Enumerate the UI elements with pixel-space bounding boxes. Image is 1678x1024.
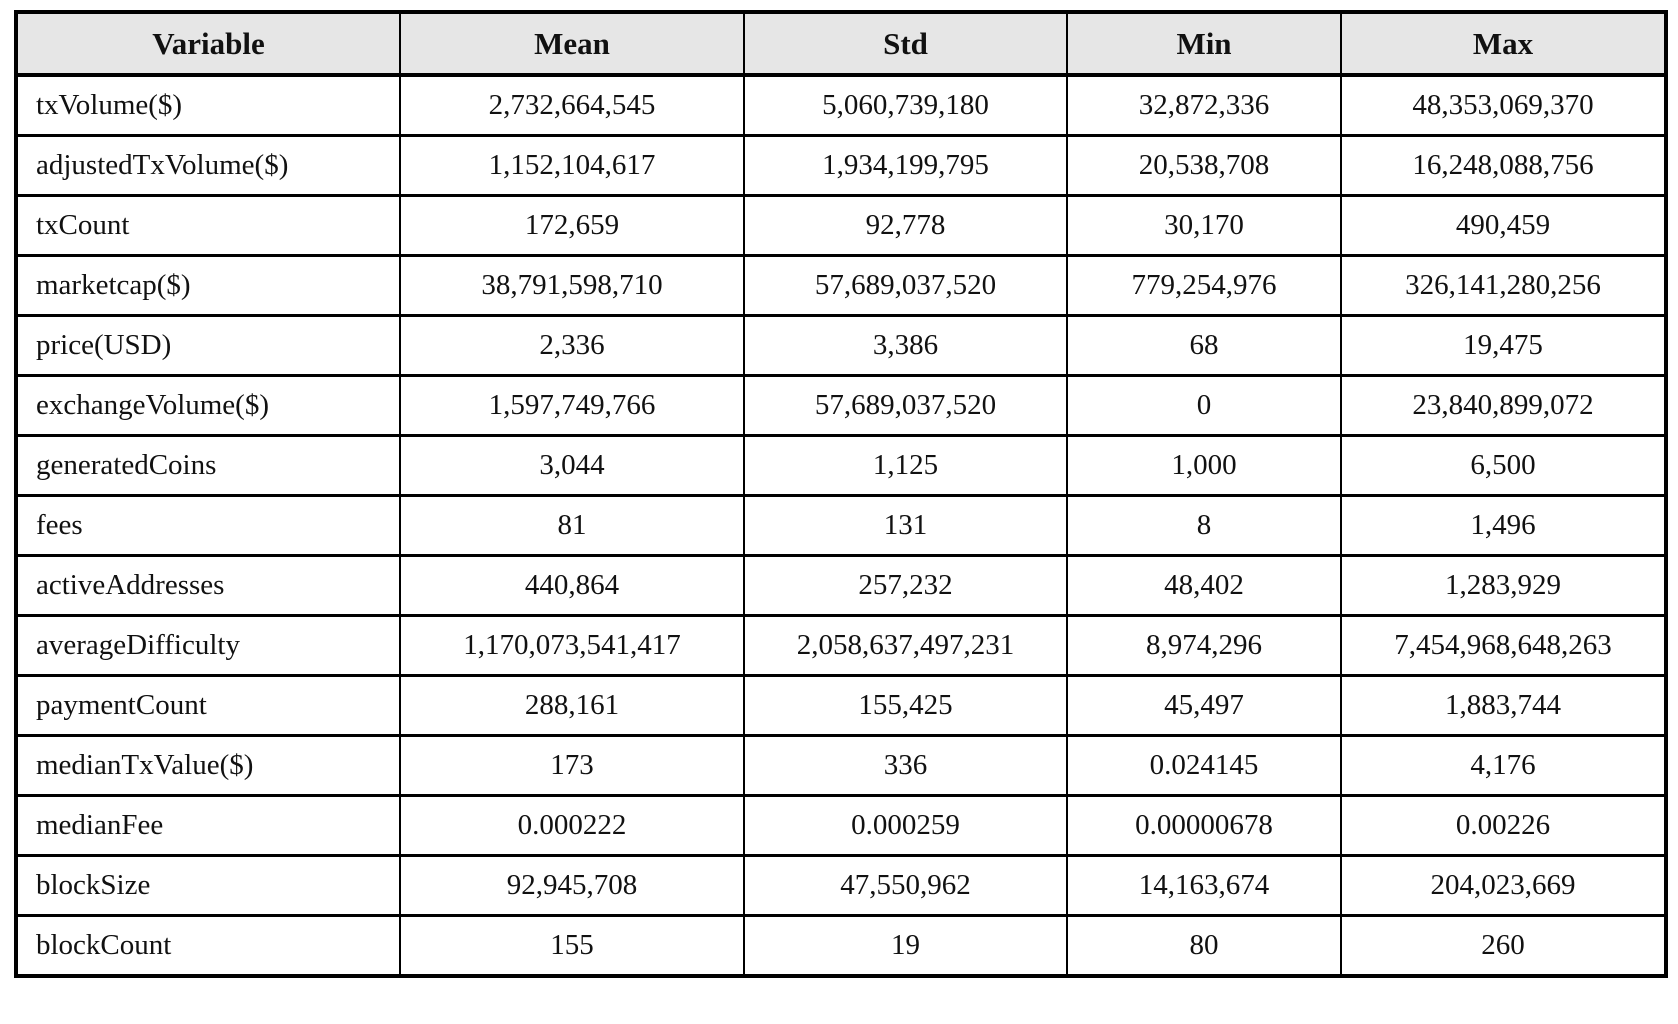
table-header-row: Variable Mean Std Min Max (15, 10, 1667, 77)
value-cell: 6,500 (1340, 434, 1667, 497)
table-row: marketcap($) 38,791,598,710 57,689,037,520… (15, 254, 1667, 317)
table-row: generatedCoins 3,044 1,125 1,000 6,500 (15, 434, 1667, 497)
table-row: txCount 172,659 92,778 30,170 490,459 (15, 194, 1667, 257)
value-cell: 3,044 (399, 434, 745, 497)
variable-name-cell: fees (15, 494, 401, 557)
value-cell: 779,254,976 (1066, 254, 1342, 317)
value-cell: 57,689,037,520 (743, 254, 1068, 317)
value-cell: 19 (743, 914, 1068, 978)
value-cell: 92,778 (743, 194, 1068, 257)
value-cell: 2,058,637,497,231 (743, 614, 1068, 677)
value-cell: 0.00000678 (1066, 794, 1342, 857)
value-cell: 0 (1066, 374, 1342, 437)
value-cell: 172,659 (399, 194, 745, 257)
variable-name-cell: averageDifficulty (15, 614, 401, 677)
variable-name-cell: txVolume($) (15, 73, 401, 137)
value-cell: 1,152,104,617 (399, 134, 745, 197)
value-cell: 8,974,296 (1066, 614, 1342, 677)
value-cell: 173 (399, 734, 745, 797)
value-cell: 1,283,929 (1340, 554, 1667, 617)
value-cell: 1,170,073,541,417 (399, 614, 745, 677)
value-cell: 1,934,199,795 (743, 134, 1068, 197)
column-header-std: Std (743, 10, 1068, 77)
value-cell: 45,497 (1066, 674, 1342, 737)
value-cell: 257,232 (743, 554, 1068, 617)
variable-name-cell: medianTxValue($) (15, 734, 401, 797)
value-cell: 0.024145 (1066, 734, 1342, 797)
value-cell: 14,163,674 (1066, 854, 1342, 917)
table-row: medianTxValue($) 173 336 0.024145 4,176 (15, 734, 1667, 797)
variable-name-cell: adjustedTxVolume($) (15, 134, 401, 197)
table-row: medianFee 0.000222 0.000259 0.00000678 0.002… (15, 794, 1667, 857)
value-cell: 1,496 (1340, 494, 1667, 557)
column-header-variable: Variable (15, 10, 401, 77)
variable-name-cell: medianFee (15, 794, 401, 857)
value-cell: 16,248,088,756 (1340, 134, 1667, 197)
statistics-table-container: Variable Mean Std Min Max txVolume($) 2,732,6… (14, 10, 1668, 978)
table-body: txVolume($) 2,732,664,545 5,060,739,180 32,… (15, 73, 1667, 978)
value-cell: 260 (1340, 914, 1667, 978)
table-row: blockCount 155 19 80 260 (15, 914, 1667, 978)
table-row: txVolume($) 2,732,664,545 5,060,739,180 32,… (15, 73, 1667, 137)
value-cell: 1,125 (743, 434, 1068, 497)
value-cell: 336 (743, 734, 1068, 797)
value-cell: 19,475 (1340, 314, 1667, 377)
value-cell: 20,538,708 (1066, 134, 1342, 197)
value-cell: 23,840,899,072 (1340, 374, 1667, 437)
value-cell: 2,732,664,545 (399, 73, 745, 137)
value-cell: 48,353,069,370 (1340, 73, 1667, 137)
value-cell: 440,864 (399, 554, 745, 617)
value-cell: 155,425 (743, 674, 1068, 737)
table-row: averageDifficulty 1,170,073,541,417 2,058,… (15, 614, 1667, 677)
descriptive-statistics-table: Variable Mean Std Min Max txVolume($) 2,732,6… (14, 10, 1668, 978)
value-cell: 38,791,598,710 (399, 254, 745, 317)
value-cell: 155 (399, 914, 745, 978)
value-cell: 204,023,669 (1340, 854, 1667, 917)
value-cell: 0.000222 (399, 794, 745, 857)
table-row: blockSize 92,945,708 47,550,962 14,163,674 2… (15, 854, 1667, 917)
column-header-mean: Mean (399, 10, 745, 77)
variable-name-cell: marketcap($) (15, 254, 401, 317)
value-cell: 7,454,968,648,263 (1340, 614, 1667, 677)
value-cell: 1,883,744 (1340, 674, 1667, 737)
value-cell: 92,945,708 (399, 854, 745, 917)
table-row: exchangeVolume($) 1,597,749,766 57,689,037… (15, 374, 1667, 437)
value-cell: 3,386 (743, 314, 1068, 377)
variable-name-cell: paymentCount (15, 674, 401, 737)
value-cell: 8 (1066, 494, 1342, 557)
column-header-min: Min (1066, 10, 1342, 77)
value-cell: 80 (1066, 914, 1342, 978)
value-cell: 0.000259 (743, 794, 1068, 857)
table-row: fees 81 131 8 1,496 (15, 494, 1667, 557)
value-cell: 30,170 (1066, 194, 1342, 257)
value-cell: 131 (743, 494, 1068, 557)
value-cell: 0.00226 (1340, 794, 1667, 857)
value-cell: 57,689,037,520 (743, 374, 1068, 437)
value-cell: 2,336 (399, 314, 745, 377)
variable-name-cell: generatedCoins (15, 434, 401, 497)
value-cell: 81 (399, 494, 745, 557)
value-cell: 68 (1066, 314, 1342, 377)
value-cell: 1,597,749,766 (399, 374, 745, 437)
value-cell: 48,402 (1066, 554, 1342, 617)
variable-name-cell: blockSize (15, 854, 401, 917)
variable-name-cell: exchangeVolume($) (15, 374, 401, 437)
value-cell: 326,141,280,256 (1340, 254, 1667, 317)
value-cell: 1,000 (1066, 434, 1342, 497)
table-row: activeAddresses 440,864 257,232 48,402 1,283… (15, 554, 1667, 617)
value-cell: 288,161 (399, 674, 745, 737)
value-cell: 5,060,739,180 (743, 73, 1068, 137)
variable-name-cell: txCount (15, 194, 401, 257)
table-row: adjustedTxVolume($) 1,152,104,617 1,934,19… (15, 134, 1667, 197)
table-row: price(USD) 2,336 3,386 68 19,475 (15, 314, 1667, 377)
variable-name-cell: blockCount (15, 914, 401, 978)
variable-name-cell: activeAddresses (15, 554, 401, 617)
value-cell: 32,872,336 (1066, 73, 1342, 137)
table-row: paymentCount 288,161 155,425 45,497 1,883,74… (15, 674, 1667, 737)
value-cell: 47,550,962 (743, 854, 1068, 917)
column-header-max: Max (1340, 10, 1667, 77)
value-cell: 4,176 (1340, 734, 1667, 797)
value-cell: 490,459 (1340, 194, 1667, 257)
variable-name-cell: price(USD) (15, 314, 401, 377)
